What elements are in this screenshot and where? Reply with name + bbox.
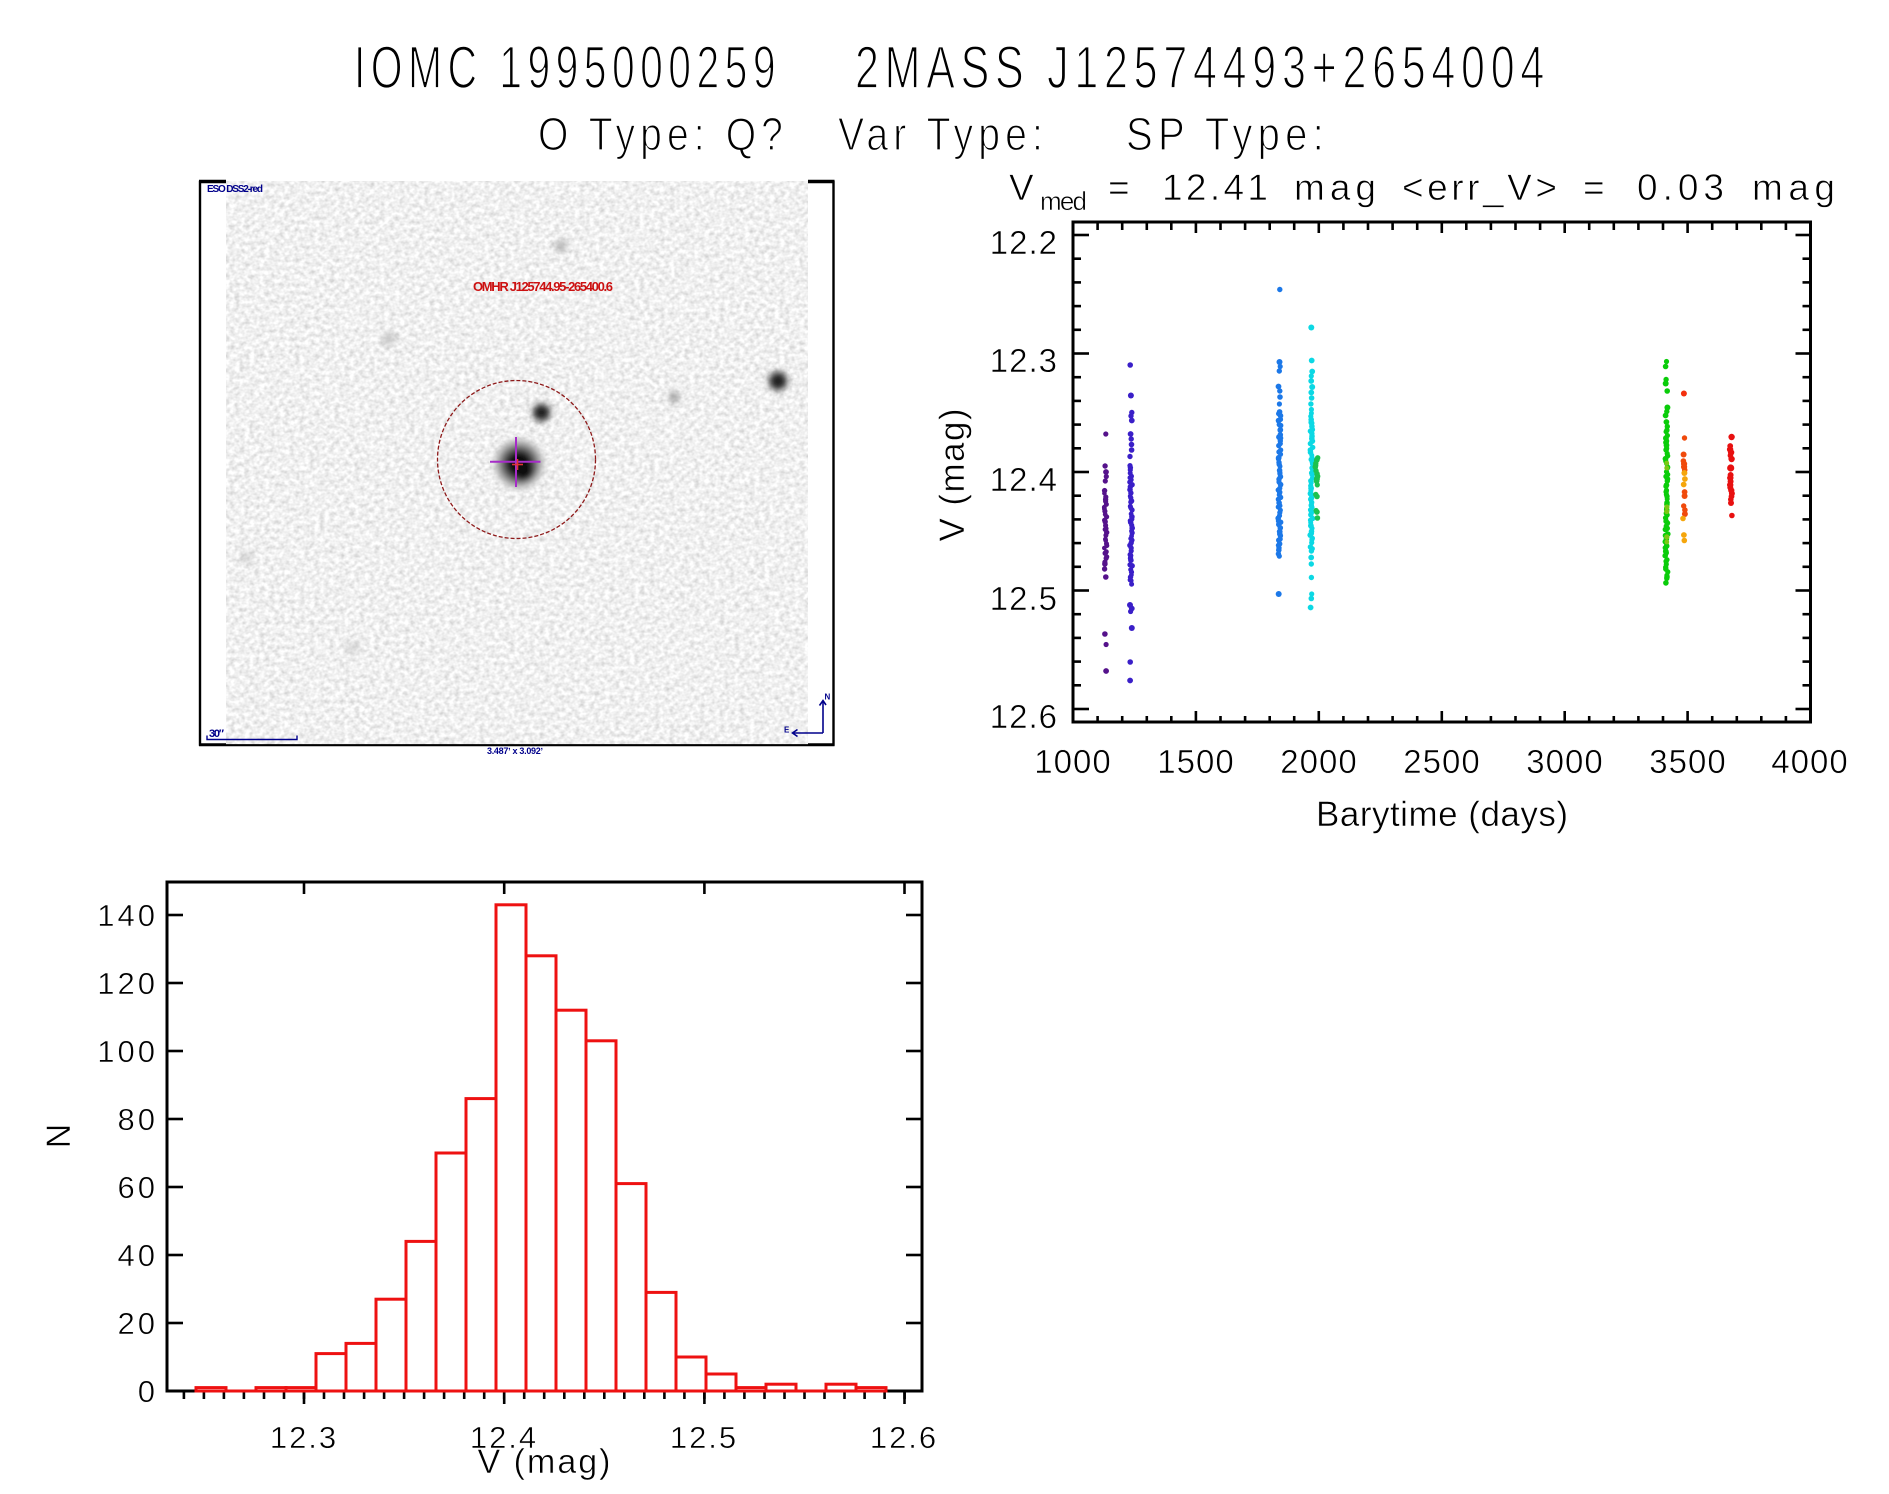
- svg-text:30″: 30″: [209, 728, 225, 740]
- svg-text:20: 20: [118, 1306, 158, 1341]
- svg-text:120: 120: [97, 966, 158, 1001]
- svg-text:100: 100: [97, 1034, 158, 1069]
- svg-text:1000: 1000: [1034, 743, 1111, 780]
- svg-text:IOMC 1995000259: IOMC 1995000259: [354, 34, 781, 101]
- svg-text:=: =: [1108, 167, 1130, 208]
- svg-text:E: E: [784, 726, 790, 735]
- svg-text:med: med: [1040, 186, 1087, 216]
- svg-text:12.4: 12.4: [470, 1420, 538, 1455]
- svg-text:3000: 3000: [1526, 743, 1603, 780]
- svg-text:12.5: 12.5: [670, 1420, 738, 1455]
- svg-text:2MASS J12574493+2654004: 2MASS J12574493+2654004: [855, 34, 1550, 101]
- svg-text:Var Type:: Var Type:: [838, 108, 1048, 160]
- svg-text:SP Type:: SP Type:: [1126, 108, 1329, 160]
- svg-text:2000: 2000: [1280, 743, 1357, 780]
- svg-text:0: 0: [138, 1374, 158, 1409]
- svg-text:12.5: 12.5: [990, 580, 1058, 617]
- svg-text:3500: 3500: [1649, 743, 1726, 780]
- svg-text:O Type: Q?: O Type: Q?: [538, 108, 788, 160]
- svg-text:1500: 1500: [1157, 743, 1234, 780]
- svg-text:12.41: 12.41: [1162, 167, 1268, 208]
- svg-text:=: =: [1583, 167, 1605, 208]
- svg-text:mag: mag: [1752, 167, 1835, 208]
- svg-text:40: 40: [118, 1238, 158, 1273]
- svg-text:80: 80: [118, 1102, 158, 1137]
- svg-text:3.487ʼ x 3.092ʼ: 3.487ʼ x 3.092ʼ: [487, 746, 543, 756]
- svg-text:12.2: 12.2: [990, 224, 1058, 261]
- svg-text:ESO DSS2-red: ESO DSS2-red: [207, 184, 263, 195]
- svg-text:12.6: 12.6: [870, 1420, 938, 1455]
- svg-text:12.6: 12.6: [990, 698, 1058, 735]
- svg-text:V: V: [1009, 167, 1034, 208]
- svg-text:V (mag): V (mag): [933, 409, 972, 542]
- svg-text:OMHR J125744.95-265400.6: OMHR J125744.95-265400.6: [473, 279, 613, 294]
- svg-text:4000: 4000: [1771, 743, 1848, 780]
- svg-text:N: N: [40, 1124, 78, 1149]
- svg-text:60: 60: [118, 1170, 158, 1205]
- svg-text:12.4: 12.4: [990, 461, 1058, 498]
- svg-text:12.3: 12.3: [990, 342, 1058, 379]
- svg-text:V (mag): V (mag): [478, 1443, 611, 1481]
- svg-text:N: N: [825, 693, 831, 702]
- svg-text:0.03: 0.03: [1637, 167, 1724, 208]
- svg-text:Barytime (days): Barytime (days): [1316, 795, 1568, 834]
- svg-text:140: 140: [97, 898, 158, 933]
- svg-text:2500: 2500: [1403, 743, 1480, 780]
- svg-text:mag: mag: [1294, 167, 1376, 208]
- svg-text:12.3: 12.3: [270, 1420, 338, 1455]
